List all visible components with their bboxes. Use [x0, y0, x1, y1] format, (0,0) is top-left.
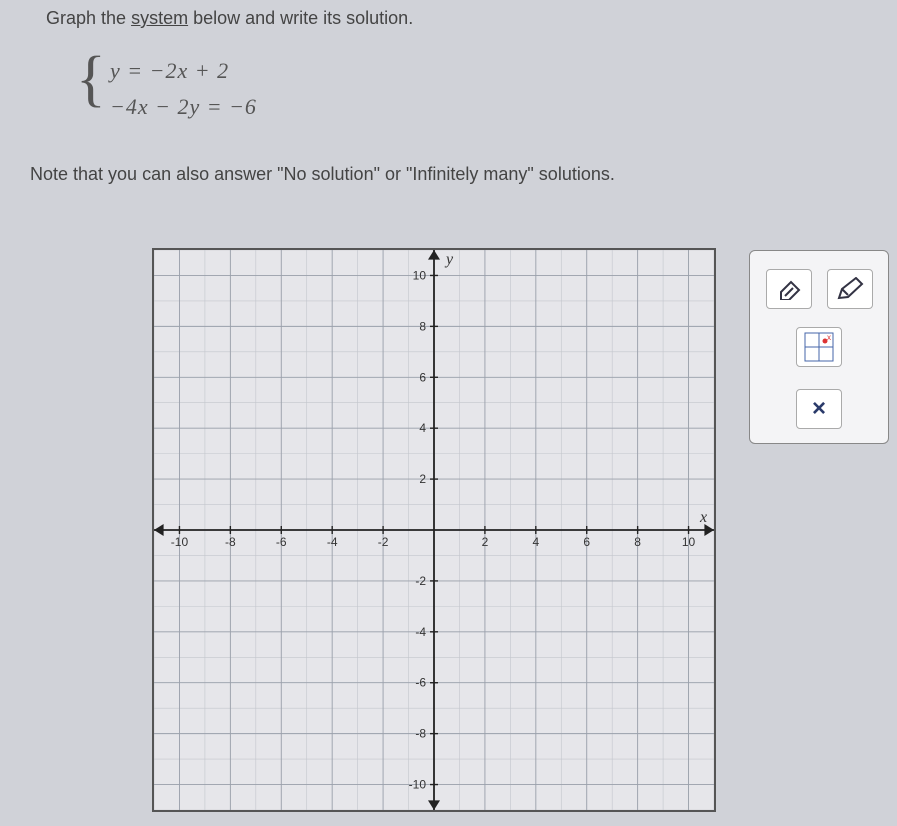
instruction-text: Graph the system below and write its sol… [46, 8, 413, 29]
svg-text:2: 2 [419, 472, 426, 486]
svg-text:10: 10 [682, 535, 696, 549]
svg-text:y: y [444, 251, 454, 268]
svg-text:8: 8 [419, 319, 426, 333]
svg-text:-8: -8 [415, 727, 426, 741]
svg-text:x: x [827, 333, 831, 342]
svg-text:-6: -6 [276, 535, 287, 549]
svg-text:-4: -4 [415, 625, 426, 639]
close-icon: × [812, 395, 826, 423]
pencil-button[interactable] [827, 269, 873, 309]
svg-text:6: 6 [419, 370, 426, 384]
svg-text:-6: -6 [415, 676, 426, 690]
brace-icon: { [76, 48, 106, 110]
point-tool-icon: x [804, 332, 834, 362]
instruction-pre: Graph the [46, 8, 131, 28]
eraser-button[interactable] [766, 269, 812, 309]
svg-text:x: x [699, 509, 707, 526]
coordinate-graph[interactable]: -10 -8 -6 -4 -2 2 4 6 8 10 -10 -8 -6 -4 -2 2 4 6 8 10 y x [152, 248, 716, 812]
svg-text:-8: -8 [225, 535, 236, 549]
equation-2: −4x − 2y = −6 [110, 94, 257, 120]
tool-row-point: x [758, 327, 880, 367]
instruction-underlined: system [131, 8, 188, 28]
svg-text:4: 4 [532, 535, 539, 549]
instruction-post: below and write its solution. [188, 8, 413, 28]
pencil-icon [836, 277, 864, 301]
equation-system: { y = −2x + 2 −4x − 2y = −6 [100, 52, 257, 130]
graph-svg[interactable]: -10 -8 -6 -4 -2 2 4 6 8 10 -10 -8 -6 -4 -2 2 4 6 8 10 y x [154, 250, 714, 810]
svg-text:-2: -2 [378, 535, 389, 549]
svg-text:-4: -4 [327, 535, 338, 549]
svg-text:-2: -2 [415, 574, 426, 588]
svg-text:10: 10 [413, 268, 427, 282]
point-tool-button[interactable]: x [796, 327, 842, 367]
svg-text:2: 2 [482, 535, 489, 549]
note-text: Note that you can also answer "No soluti… [30, 164, 615, 185]
close-button[interactable]: × [796, 389, 842, 429]
tool-row-draw [758, 269, 880, 309]
eraser-icon [775, 278, 803, 300]
svg-text:4: 4 [419, 421, 426, 435]
tool-row-close: × [758, 389, 880, 429]
tool-panel: x × [749, 250, 889, 444]
svg-text:-10: -10 [409, 778, 427, 792]
svg-text:-10: -10 [171, 535, 189, 549]
svg-text:6: 6 [583, 535, 590, 549]
svg-text:8: 8 [634, 535, 641, 549]
equation-1: y = −2x + 2 [110, 58, 257, 84]
